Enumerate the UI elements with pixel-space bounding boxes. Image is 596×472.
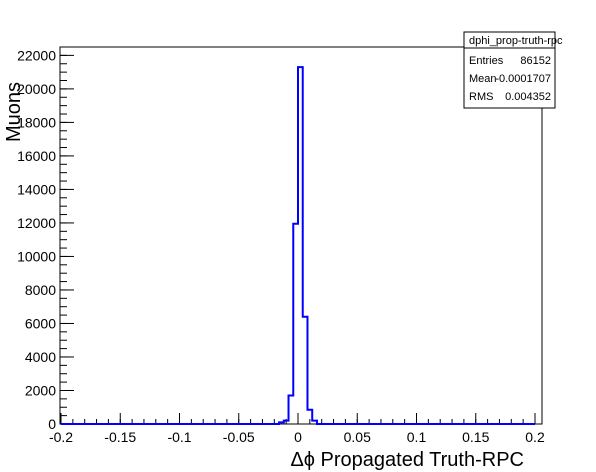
stats-rms-value: 0.004352 (505, 91, 551, 103)
x-tick-label: 0.15 (462, 429, 489, 445)
y-tick-label: 0 (48, 416, 56, 432)
x-tick-label: -0.1 (167, 429, 191, 445)
y-tick-label: 20000 (17, 81, 56, 97)
y-tick-label: 16000 (17, 148, 56, 164)
x-tick-label: 0.1 (407, 429, 427, 445)
stats-mean-value: -0.0001707 (495, 73, 551, 85)
y-tick-label: 8000 (25, 282, 56, 298)
x-axis-title: Δϕ Propagated Truth-RPC (290, 449, 524, 471)
x-axis: -0.2 -0.15 -0.1 -0.05 0 0.05 0.1 0.15 0.2 (49, 413, 545, 445)
plot-frame (59, 46, 543, 425)
x-tick-label: 0.2 (525, 429, 545, 445)
x-tick-label: 0.05 (344, 429, 371, 445)
x-tick-label: 0 (294, 429, 302, 445)
stats-entries-value: 86152 (520, 55, 551, 67)
y-tick-label: 10000 (17, 248, 56, 264)
stats-box-title: dphi_prop-truth-rpc (469, 35, 563, 47)
x-tick-label: -0.05 (223, 429, 255, 445)
x-tick-label: -0.15 (104, 429, 136, 445)
y-tick-label: 6000 (25, 315, 56, 331)
y-axis-title: Muons (3, 82, 25, 142)
histogram-line (61, 66, 535, 425)
x-tick-label: -0.2 (49, 429, 73, 445)
stats-mean-label: Mean (469, 73, 497, 85)
y-tick-label: 18000 (17, 114, 56, 130)
y-tick-label: 14000 (17, 181, 56, 197)
y-tick-label: 12000 (17, 215, 56, 231)
stats-rms-label: RMS (469, 91, 493, 103)
y-tick-label: 2000 (25, 382, 56, 398)
y-tick-label: 4000 (25, 349, 56, 365)
y-tick-label: 22000 (17, 47, 56, 63)
y-axis: 0 2000 4000 6000 8000 10000 12000 14000 16000 180… (17, 46, 74, 432)
stats-box: dphi_prop-truth-rpc Entries 86152 Mean -… (463, 31, 563, 109)
stats-entries-label: Entries (469, 55, 504, 67)
